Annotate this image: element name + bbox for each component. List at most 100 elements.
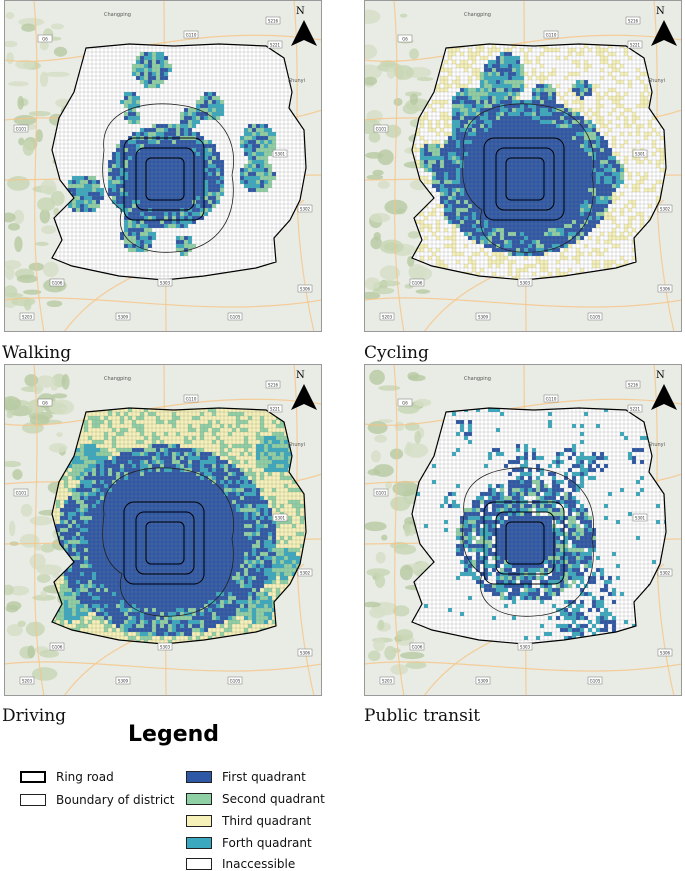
road-shield-label: S309 [118,679,129,684]
road-shield: G101 [374,125,388,132]
road-shield-label: G106 [52,281,63,286]
road-shield-label: G110 [546,33,557,38]
road-shield: S216 [626,381,640,388]
caption-driving: Driving [2,706,66,726]
road-shield-label: S303 [160,645,171,650]
legend-label: Boundary of district [56,793,174,807]
road-shield: G6 [38,35,52,42]
road-shield: G105 [228,313,242,320]
road-shield-label: S203 [382,679,393,684]
legend-title: Legend [128,722,219,747]
legend-label: Ring road [56,770,114,784]
road-shield: S203 [380,677,394,684]
legend-item-ring-road: Ring road [20,770,114,784]
legend-item-boundary: Boundary of district [20,793,174,807]
first-quadrant-swatch [186,771,212,783]
walking-map: NChangpingShunyiG6G110S216S221G101S301S3… [4,0,322,332]
road-shield: S306 [658,649,672,656]
map-panel-transit: N Changping Shunyi G6 G110 S216 S221 G101 S301 S3… [364,364,682,696]
road-shield: S302 [658,205,672,212]
legend-item-second: Second quadrant [186,792,325,806]
town-label: Changping [104,376,131,382]
ring-road-swatch [20,771,46,783]
road-shield-label: S203 [382,315,393,320]
road-shield-label: S301 [635,152,646,157]
boundary-swatch [20,794,46,806]
legend-item-first: First quadrant [186,770,306,784]
road-shield-label: G105 [230,315,241,320]
road-shield: G106 [50,279,64,286]
road-shield-label: S303 [520,281,531,286]
road-shield: G110 [184,395,198,402]
legend-item-inaccessible: Inaccessible [186,857,295,871]
road-shield-label: S221 [270,43,281,48]
road-shield-label: G106 [52,645,63,650]
road-shield: G101 [14,125,28,132]
road-shield: S303 [158,279,172,286]
road-shield-label: S221 [630,43,641,48]
road-shield: G6 [398,35,412,42]
town-label: Shunyi [648,78,665,84]
road-shield: S221 [628,41,642,48]
legend-label: Third quadrant [222,814,311,828]
legend-label: First quadrant [222,770,306,784]
caption-transit: Public transit [364,706,480,726]
cycling-map: NChangpingShunyiG6G110S216S221G101S301S3… [364,0,682,332]
road-shield: S221 [628,405,642,412]
road-shield: S306 [298,649,312,656]
road-shield: S309 [116,677,130,684]
road-shield-label: S302 [300,207,311,212]
road-shield: S309 [476,677,490,684]
road-shield: S301 [633,150,647,157]
road-shield-label: S216 [628,19,639,24]
road-shield-label: G110 [186,33,197,38]
road-shield-label: S221 [630,407,641,412]
caption-cycling: Cycling [364,343,429,363]
north-label: N [296,370,305,381]
road-shield: S221 [268,41,282,48]
road-shield-label: S303 [520,645,531,650]
road-shield: S216 [266,381,280,388]
road-shield-label: S301 [275,516,286,521]
road-shield-label: S306 [300,287,311,292]
road-shield-label: G101 [16,491,27,496]
road-shield-label: G110 [186,397,197,402]
town-label: Changping [464,376,491,382]
road-shield-label: S216 [268,19,279,24]
road-shield: G110 [544,31,558,38]
town-label: Shunyi [288,78,305,84]
road-shield-label: S203 [22,679,33,684]
road-shield-label: G6 [402,401,408,406]
north-label: N [656,6,665,17]
north-label: N [656,370,665,381]
town-label: Shunyi [288,442,305,448]
road-shield-label: G106 [412,645,423,650]
legend-label: Inaccessible [222,857,295,871]
legend-label: Second quadrant [222,792,325,806]
road-shield: S306 [298,285,312,292]
road-shield: S303 [518,643,532,650]
town-label: Shunyi [648,442,665,448]
legend-label: Forth quadrant [222,836,312,850]
road-shield: S302 [298,205,312,212]
road-shield: S221 [268,405,282,412]
road-shield-label: G101 [16,127,27,132]
road-shield: S303 [518,279,532,286]
inaccessible-swatch [186,858,212,870]
road-shield: S301 [633,514,647,521]
road-shield: G101 [374,489,388,496]
town-label: Changping [104,12,131,18]
road-shield: G110 [544,395,558,402]
road-shield-label: S306 [660,651,671,656]
road-shield: G105 [588,313,602,320]
third-quadrant-swatch [186,815,212,827]
road-shield: S302 [658,569,672,576]
road-shield-label: G105 [230,679,241,684]
road-shield-label: S309 [118,315,129,320]
road-shield: G101 [14,489,28,496]
legend-item-third: Third quadrant [186,814,311,828]
north-label: N [296,6,305,17]
second-quadrant-swatch [186,793,212,805]
